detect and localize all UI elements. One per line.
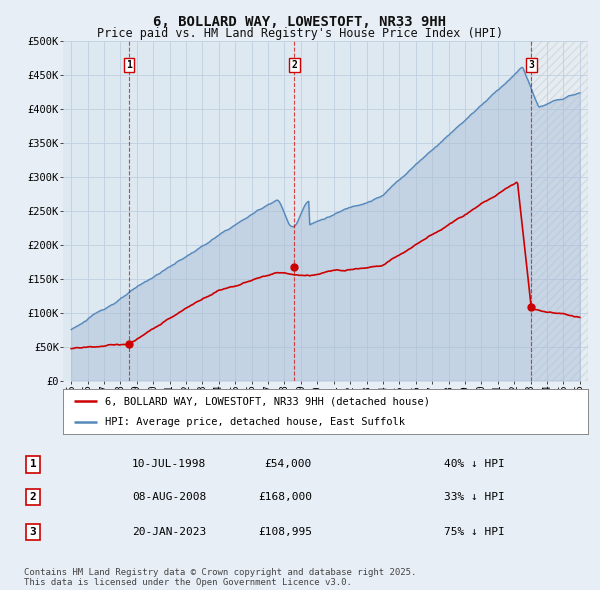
Text: 6, BOLLARD WAY, LOWESTOFT, NR33 9HH (detached house): 6, BOLLARD WAY, LOWESTOFT, NR33 9HH (det…: [105, 396, 430, 407]
Text: Price paid vs. HM Land Registry's House Price Index (HPI): Price paid vs. HM Land Registry's House …: [97, 27, 503, 40]
Text: 1: 1: [126, 60, 132, 70]
Text: 2: 2: [29, 492, 37, 502]
Text: 20-JAN-2023: 20-JAN-2023: [132, 527, 206, 537]
Text: 3: 3: [529, 60, 535, 70]
Text: £54,000: £54,000: [265, 460, 312, 469]
Text: £108,995: £108,995: [258, 527, 312, 537]
Text: 08-AUG-2008: 08-AUG-2008: [132, 492, 206, 502]
Text: 6, BOLLARD WAY, LOWESTOFT, NR33 9HH: 6, BOLLARD WAY, LOWESTOFT, NR33 9HH: [154, 15, 446, 30]
Text: 40% ↓ HPI: 40% ↓ HPI: [444, 460, 505, 469]
Text: Contains HM Land Registry data © Crown copyright and database right 2025.
This d: Contains HM Land Registry data © Crown c…: [24, 568, 416, 587]
Text: 3: 3: [29, 527, 37, 537]
Text: 10-JUL-1998: 10-JUL-1998: [132, 460, 206, 469]
Text: 75% ↓ HPI: 75% ↓ HPI: [444, 527, 505, 537]
Text: HPI: Average price, detached house, East Suffolk: HPI: Average price, detached house, East…: [105, 417, 405, 427]
Text: £168,000: £168,000: [258, 492, 312, 502]
Text: 33% ↓ HPI: 33% ↓ HPI: [444, 492, 505, 502]
Text: 2: 2: [292, 60, 297, 70]
Text: 1: 1: [29, 460, 37, 469]
